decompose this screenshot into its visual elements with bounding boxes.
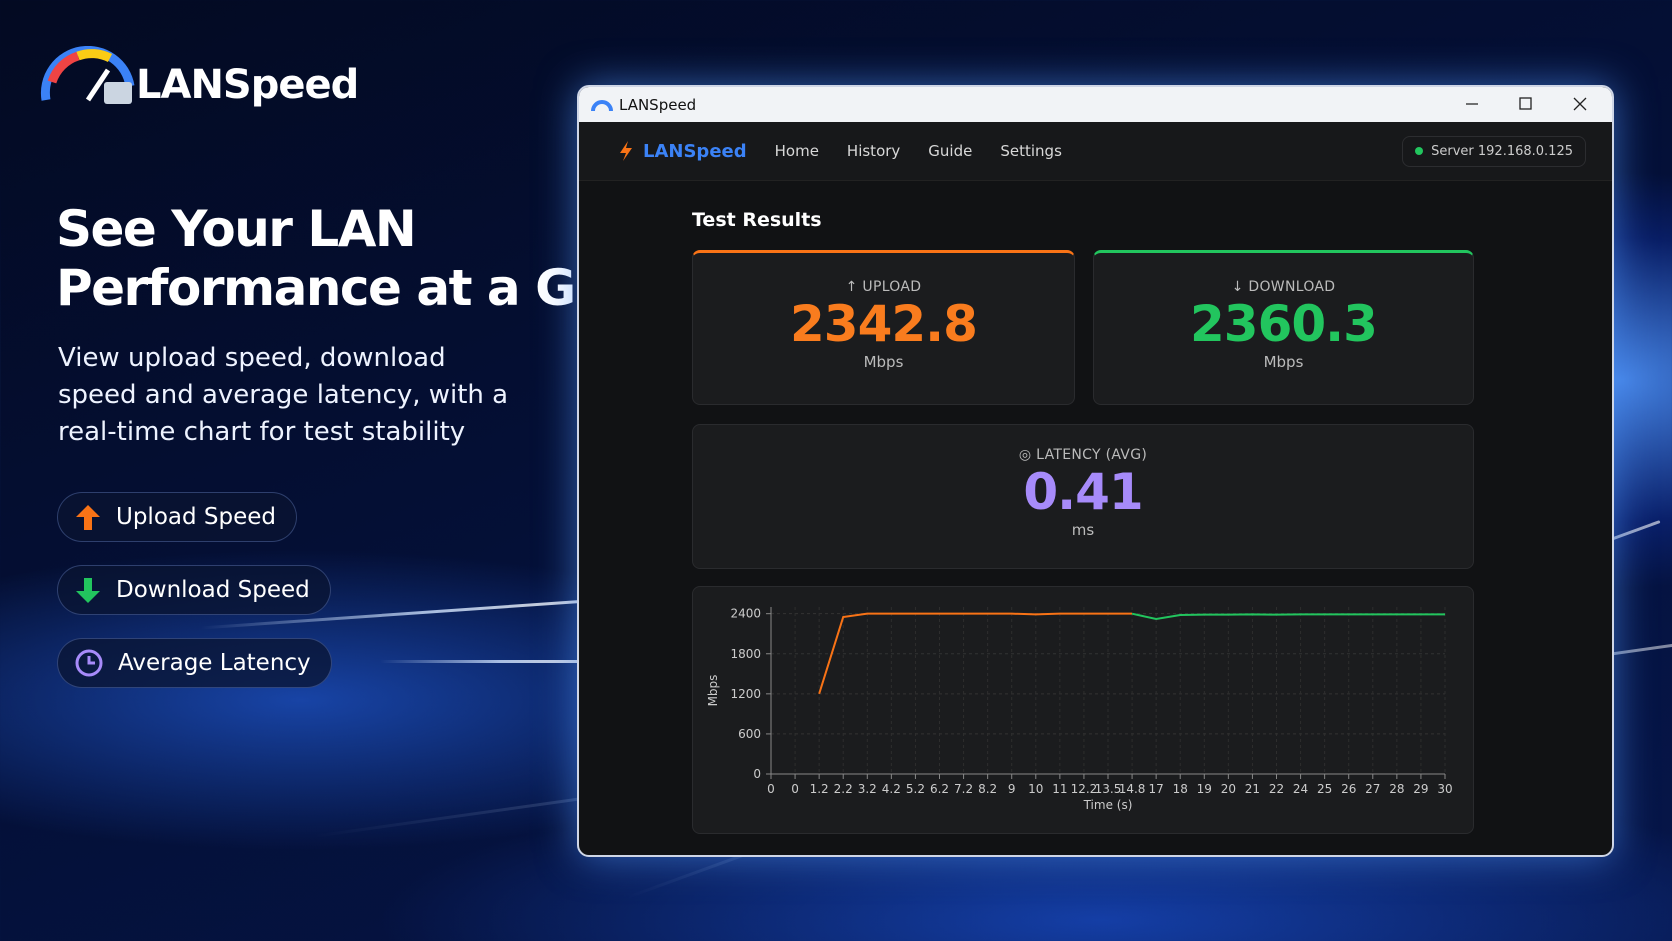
card-label-text: UPLOAD xyxy=(862,279,922,295)
section-title: Test Results xyxy=(692,209,822,231)
unit: Mbps xyxy=(863,353,904,371)
x-tick-label: 0 xyxy=(791,782,799,796)
x-tick-label: 20 xyxy=(1221,782,1236,796)
x-tick-label: 11 xyxy=(1052,782,1067,796)
logo-icon xyxy=(40,46,135,104)
y-axis-label: Mbps xyxy=(706,675,720,707)
nav-item[interactable]: Settings xyxy=(1000,142,1062,160)
light-streak xyxy=(380,660,580,663)
x-tick-label: 21 xyxy=(1245,782,1260,796)
y-tick-label: 600 xyxy=(738,727,761,741)
upload-value: 2342.8 xyxy=(790,295,978,353)
nav-item[interactable]: History xyxy=(846,142,901,160)
x-tick-label: 5.2 xyxy=(906,782,925,796)
server-address: Server 192.168.0.125 xyxy=(1431,143,1573,159)
x-tick-label: 22 xyxy=(1269,782,1284,796)
feature-pill: Average Latency xyxy=(57,638,332,688)
x-tick-label: 1.2 xyxy=(810,782,829,796)
nav-item[interactable]: Home xyxy=(774,142,819,160)
y-tick-label: 2400 xyxy=(730,607,761,621)
latency-value: 0.41 xyxy=(1023,463,1143,521)
window-title: LANSpeed xyxy=(619,95,697,114)
x-tick-label: 26 xyxy=(1341,782,1356,796)
headline: See Your LAN xyxy=(56,200,417,258)
description: View upload speed, download speed and av… xyxy=(58,343,509,447)
unit: Mbps xyxy=(1263,353,1304,371)
x-tick-label: 6.2 xyxy=(930,782,949,796)
app-brand[interactable]: LANSpeed xyxy=(643,140,747,162)
x-tick-label: 27 xyxy=(1365,782,1380,796)
x-tick-label: 29 xyxy=(1413,782,1428,796)
down-arrow-icon xyxy=(76,578,100,603)
card-label: ↓ DOWNLOAD xyxy=(1231,279,1336,295)
card-label-text: DOWNLOAD xyxy=(1248,279,1336,295)
latency-card: ◎ LATENCY (AVG) 0.41 ms xyxy=(692,424,1474,569)
x-tick-label: 2.2 xyxy=(834,782,853,796)
feature-pill: Download Speed xyxy=(57,565,331,615)
x-tick-label: 0 xyxy=(767,782,775,796)
x-tick-label: 13.5 xyxy=(1095,782,1122,796)
x-tick-label: 10 xyxy=(1028,782,1043,796)
unit: ms xyxy=(1071,521,1095,539)
x-tick-label: 24 xyxy=(1293,782,1308,796)
feature-label: Upload Speed xyxy=(116,504,277,530)
x-tick-label: 8.2 xyxy=(978,782,997,796)
y-tick-label: 1800 xyxy=(730,647,761,661)
y-tick-label: 0 xyxy=(753,767,761,781)
x-tick-label: 18 xyxy=(1173,782,1188,796)
feature-label: Download Speed xyxy=(116,577,310,603)
status-dot xyxy=(1415,147,1424,155)
data-line xyxy=(1131,612,1445,621)
app-window: LANSpeed LANSpeed Home History Guide Set… xyxy=(577,85,1614,857)
data-line xyxy=(818,612,1133,695)
x-tick-label: 25 xyxy=(1317,782,1332,796)
x-tick-label: 17 xyxy=(1149,782,1164,796)
title-bar: LANSpeed xyxy=(579,87,1612,122)
upload-card: ↑ UPLOAD 2342.8 Mbps xyxy=(692,250,1075,405)
server-badge: Server 192.168.0.125 xyxy=(1402,135,1586,167)
nav-bar: LANSpeed Home History Guide Settings Ser… xyxy=(579,122,1612,181)
nav-item[interactable]: Guide xyxy=(928,142,973,160)
x-tick-label: 19 xyxy=(1197,782,1212,796)
x-tick-label: 30 xyxy=(1437,782,1452,796)
logo-text: LANSpeed xyxy=(136,62,359,108)
x-tick-label: 3.2 xyxy=(858,782,877,796)
window-icon xyxy=(591,99,613,111)
feature-pill: Upload Speed xyxy=(57,492,298,542)
x-tick-label: 4.2 xyxy=(882,782,901,796)
download-value: 2360.3 xyxy=(1190,295,1378,353)
bolt-icon xyxy=(620,141,632,161)
x-tick-label: 28 xyxy=(1389,782,1404,796)
x-tick-label: 9 xyxy=(1008,782,1016,796)
clock-icon xyxy=(75,649,103,677)
up-arrow-icon xyxy=(76,505,100,530)
feature-label: Average Latency xyxy=(118,650,311,676)
y-tick-label: 1200 xyxy=(730,687,761,701)
chart-card: 0 600 1200 1800 2400 0 0 1.2 2.2 3.2 4.2 5.2 6.2 7.2 8… xyxy=(692,586,1474,834)
card-label: ◎ LATENCY (AVG) xyxy=(1018,447,1148,463)
x-tick-label: 12.2 xyxy=(1071,782,1098,796)
x-tick-label: 14.8 xyxy=(1119,782,1146,796)
window-controls[interactable] xyxy=(1442,87,1612,122)
x-axis-label: Time (s) xyxy=(1083,798,1133,812)
card-label-text: LATENCY (AVG) xyxy=(1036,447,1148,463)
x-tick-label: 7.2 xyxy=(954,782,973,796)
download-card: ↓ DOWNLOAD 2360.3 Mbps xyxy=(1093,250,1474,405)
card-label: ↑ UPLOAD xyxy=(845,279,922,295)
